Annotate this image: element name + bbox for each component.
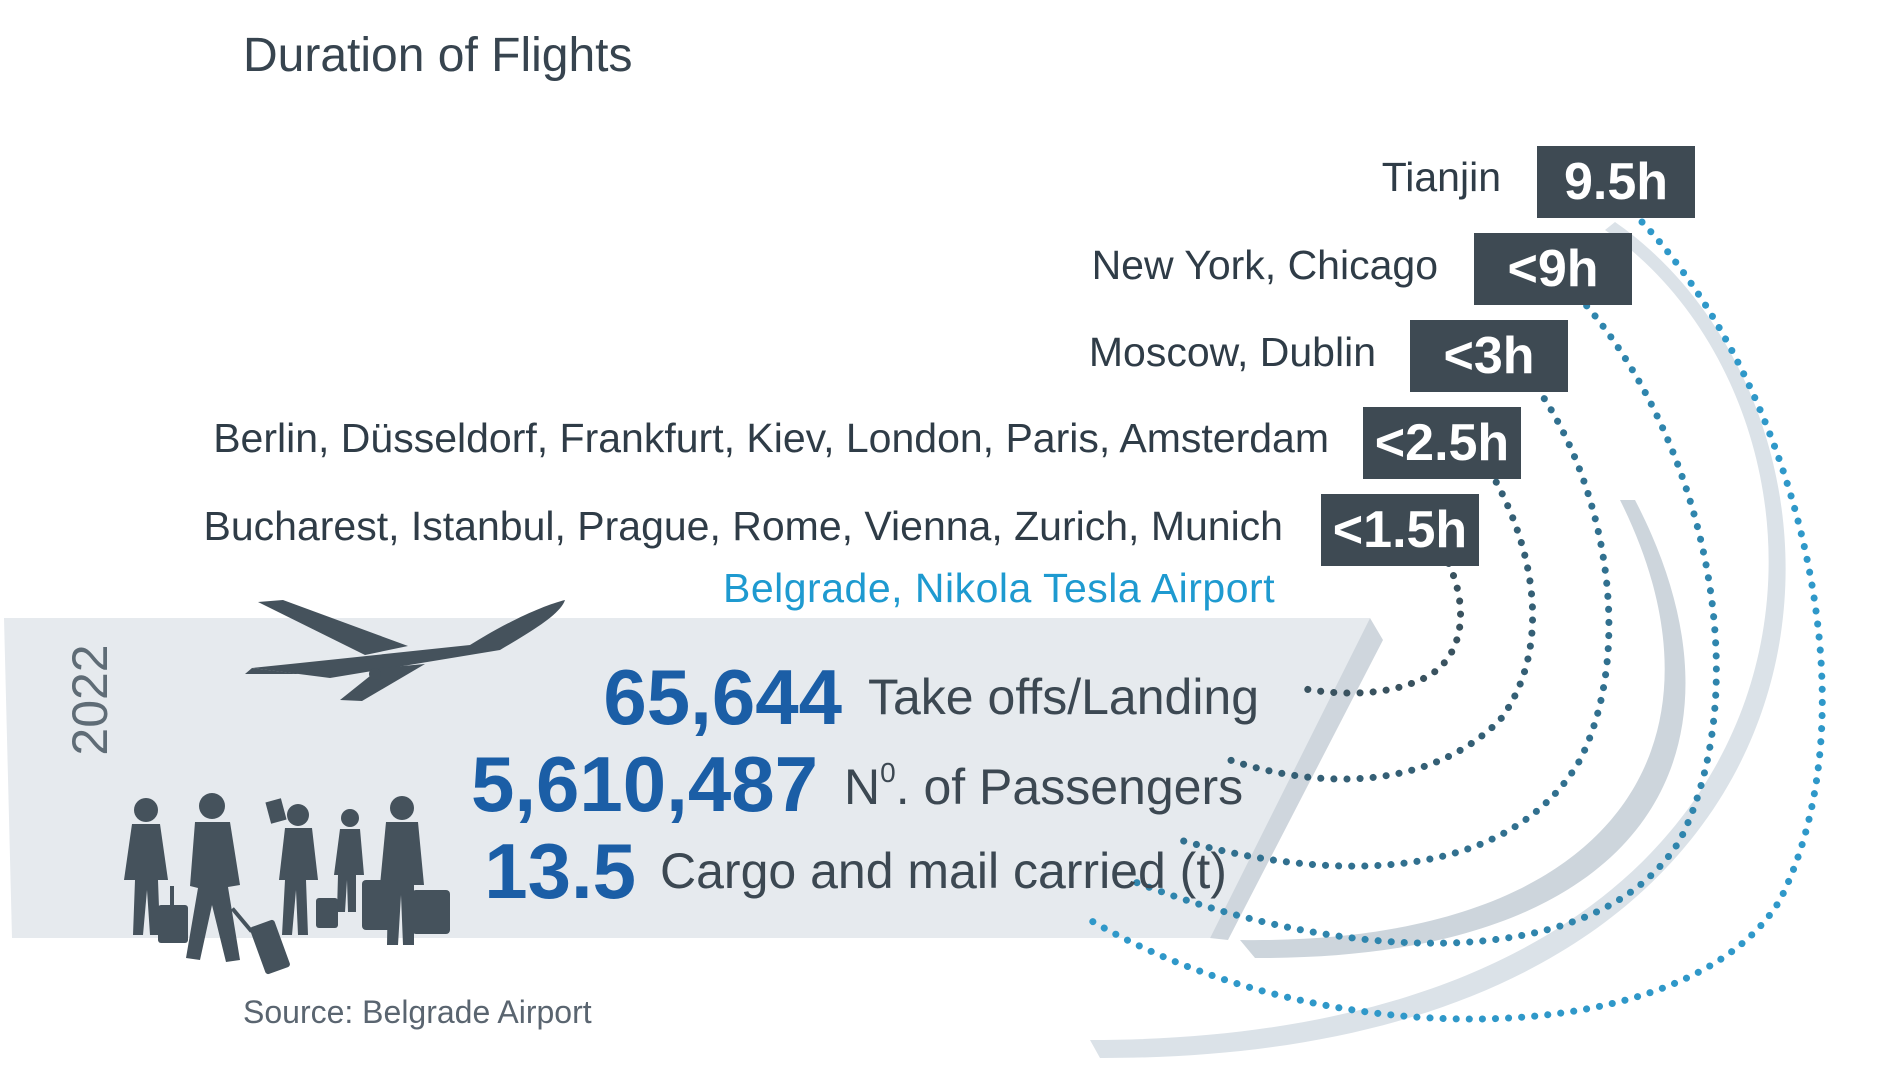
origin-airport: Belgrade, Nikola Tesla Airport xyxy=(723,565,1276,611)
route-destinations-moscow: Moscow, Dublin xyxy=(1088,329,1376,375)
flight-arc-tianjin xyxy=(1086,218,1826,1023)
stat-flights-label: Take offs/Landing xyxy=(868,669,1260,725)
stat-passengers-label: N0. of Passengers xyxy=(844,757,1244,815)
flight-arc-moscow xyxy=(1176,363,1613,870)
stat-cargo-label: Cargo and mail carried (t) xyxy=(660,843,1227,899)
route-duration-new-york: <9h xyxy=(1474,233,1632,305)
source-note: Source: Belgrade Airport xyxy=(243,994,592,1030)
stat-cargo-value: 13.5 xyxy=(484,827,636,915)
flight-arc-berlin xyxy=(1226,434,1537,783)
stat-passengers-label-sup: 0 xyxy=(880,757,896,788)
stat-flights-value: 65,644 xyxy=(603,653,842,741)
travelers-icon xyxy=(124,793,450,975)
airplane-icon xyxy=(245,600,565,701)
stat-passengers-value: 5,610,487 xyxy=(470,740,818,828)
page-title: Duration of Flights xyxy=(243,29,633,82)
route-destinations-new-york: New York, Chicago xyxy=(1091,242,1438,288)
year-label: 2022 xyxy=(62,644,118,756)
route-duration-bucharest: <1.5h xyxy=(1321,494,1479,566)
stat-passengers-label-n: N xyxy=(844,759,881,815)
background-arc-inner xyxy=(1240,500,1686,959)
route-duration-tianjin: 9.5h xyxy=(1537,146,1695,218)
flight-arc-bucharest xyxy=(1296,526,1465,697)
route-destinations-bucharest: Bucharest, Istanbul, Prague, Rome, Vienn… xyxy=(203,503,1283,549)
stat-passengers-label-rest: . of Passengers xyxy=(895,759,1244,815)
route-duration-moscow: <3h xyxy=(1410,320,1568,392)
route-destinations-tianjin: Tianjin xyxy=(1381,154,1501,200)
route-destinations-berlin: Berlin, Düsseldorf, Frankfurt, Kiev, Lon… xyxy=(213,415,1329,461)
stats-panel-edge xyxy=(1210,618,1383,940)
route-duration-berlin: <2.5h xyxy=(1363,407,1521,479)
